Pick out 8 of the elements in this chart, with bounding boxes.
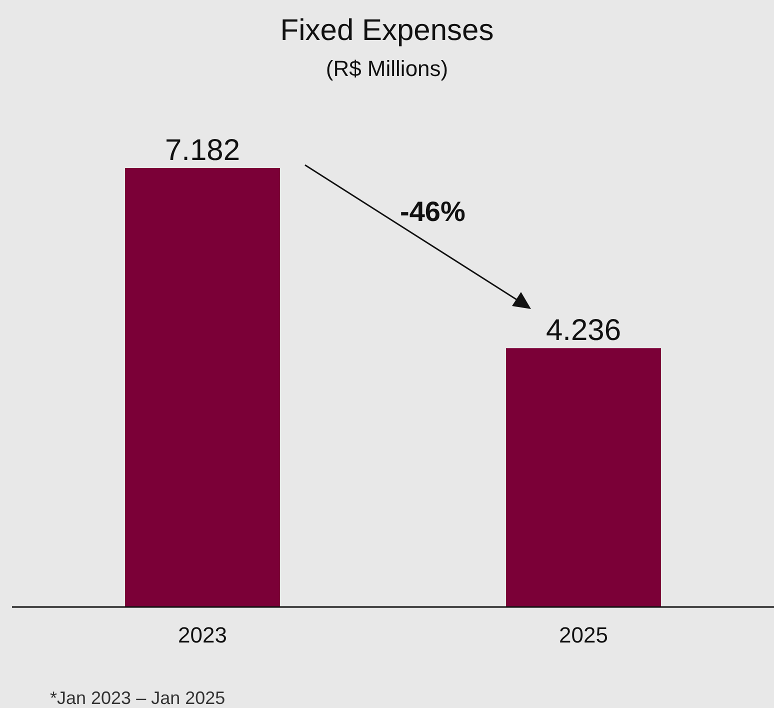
chart-subtitle: (R$ Millions) <box>324 56 450 82</box>
annotation: -46% <box>400 196 466 228</box>
x-tick-label: 2023 <box>178 622 227 648</box>
data-label: 7.182 <box>164 134 240 167</box>
data-label: 4.236 <box>546 314 622 348</box>
x-tick-label: 2025 <box>559 622 608 648</box>
text: *Jan 2023 – Jan 2025 <box>50 688 226 708</box>
chart-title: Fixed Expenses <box>279 14 495 48</box>
